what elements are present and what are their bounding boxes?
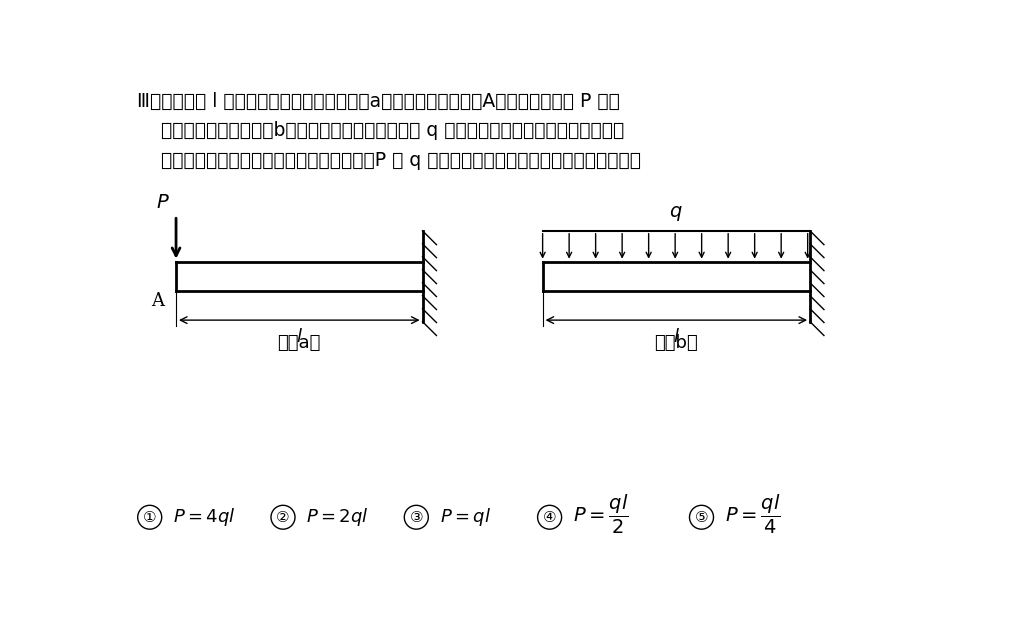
Text: える。両者の最大曲げ応力が等しいとき，P と q の関係として，最も適切なものはどれか。: える。両者の最大曲げ応力が等しいとき，P と q の関係として，最も適切なものは… bbox=[161, 150, 641, 170]
Text: ④: ④ bbox=[543, 509, 556, 525]
Text: 図（a）: 図（a） bbox=[278, 334, 321, 352]
Text: $q$: $q$ bbox=[670, 204, 683, 223]
Text: 用させる場合と，図（b）のように単位長さあたり q の等分布荷重を作用させる場合を考: 用させる場合と，図（b）のように単位長さあたり q の等分布荷重を作用させる場合… bbox=[161, 122, 624, 140]
Text: $l$: $l$ bbox=[673, 328, 680, 346]
Text: $P = \dfrac{ql}{4}$: $P = \dfrac{ql}{4}$ bbox=[725, 493, 780, 536]
Text: $P$: $P$ bbox=[156, 195, 170, 212]
Text: $l$: $l$ bbox=[296, 328, 303, 346]
Text: ③: ③ bbox=[410, 509, 423, 525]
Text: $P = 2ql$: $P = 2ql$ bbox=[306, 506, 369, 528]
Text: $P = 4ql$: $P = 4ql$ bbox=[173, 506, 236, 528]
Text: ②: ② bbox=[276, 509, 290, 525]
Text: $P = ql$: $P = ql$ bbox=[439, 506, 490, 528]
Text: 図（b）: 図（b） bbox=[654, 334, 698, 352]
Text: $P = \dfrac{ql}{2}$: $P = \dfrac{ql}{2}$ bbox=[572, 493, 629, 536]
Text: ⑤: ⑤ bbox=[694, 509, 709, 525]
Text: Ⅲ－５　長さ l の片持ちはりに対して，図（a）のように自由端（A点）に集中荷重 P を作: Ⅲ－５ 長さ l の片持ちはりに対して，図（a）のように自由端（A点）に集中荷重… bbox=[137, 92, 621, 111]
Text: ①: ① bbox=[143, 509, 157, 525]
Text: A: A bbox=[151, 292, 164, 310]
